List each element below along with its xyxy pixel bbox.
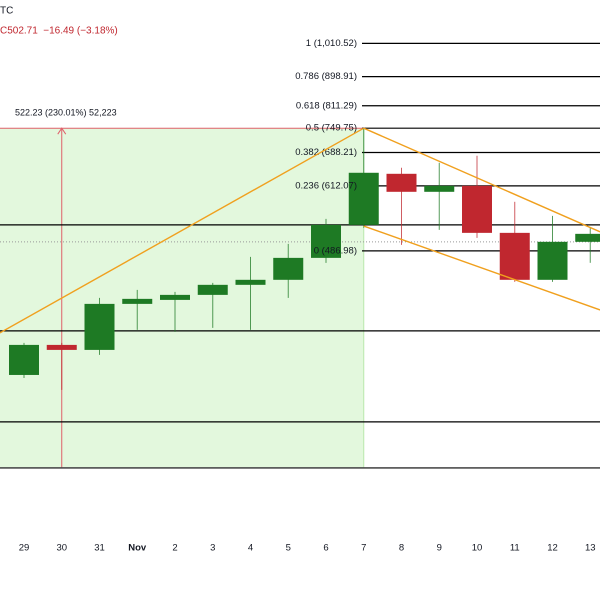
x-tick-label: 2 xyxy=(172,543,177,554)
overlay-layer: 522.23 (230.01%) 52,223 1 (1,010.52) 0.786… xyxy=(0,38,600,554)
x-tick-label: 13 xyxy=(585,543,596,554)
candle-body xyxy=(235,279,266,285)
trendline xyxy=(0,127,365,334)
fib-label: 0.236 (612.07) xyxy=(295,180,357,191)
fib-label: 0 (486.98) xyxy=(314,245,357,256)
candle-body xyxy=(537,241,568,280)
x-tick-label: 10 xyxy=(472,543,483,554)
candle-body xyxy=(311,224,341,258)
measure-arrow-head xyxy=(57,127,67,135)
candle-body xyxy=(9,344,39,375)
x-tick-label: 9 xyxy=(437,543,442,554)
trendline xyxy=(363,225,600,311)
x-tick-label: 29 xyxy=(19,543,30,554)
measure-label: 522.23 (230.01%) 52,223 xyxy=(15,108,117,118)
symbol: TC xyxy=(0,6,13,17)
candle-body xyxy=(499,232,530,280)
candle-layer xyxy=(9,128,600,390)
x-tick-label: 3 xyxy=(210,543,215,554)
fib-label: 1 (1,010.52) xyxy=(306,38,357,49)
x-tick-label: 11 xyxy=(510,543,520,554)
candle-body xyxy=(160,294,190,300)
fib-label: 0.382 (688.21) xyxy=(295,147,357,158)
candle-body xyxy=(348,172,379,225)
candle-body xyxy=(424,185,455,192)
candle-body xyxy=(84,303,115,350)
x-tick-label: Nov xyxy=(128,543,147,554)
fib-label: 0.786 (898.91) xyxy=(295,71,357,82)
candle-body xyxy=(122,298,153,304)
price-change: −16.49 (−3.18%) xyxy=(43,26,118,37)
candle-body xyxy=(575,233,600,242)
x-tick-label: 8 xyxy=(399,543,404,554)
fib-label: 0.618 (811.29) xyxy=(296,100,357,111)
x-tick-label: 31 xyxy=(94,543,105,554)
candle-body xyxy=(462,185,492,233)
x-tick-label: 30 xyxy=(56,543,67,554)
x-tick-label: 7 xyxy=(361,543,366,554)
candle-body xyxy=(46,344,77,350)
x-tick-label: 5 xyxy=(286,543,291,554)
fib-label: 0.5 (749.75) xyxy=(306,123,357,134)
trendline xyxy=(363,127,600,233)
x-tick-label: 6 xyxy=(323,543,328,554)
candle-body xyxy=(197,284,228,295)
candle-body xyxy=(273,257,304,280)
x-tick-label: 12 xyxy=(547,543,558,554)
x-tick-label: 4 xyxy=(248,543,253,554)
last-price: C502.71 xyxy=(0,26,38,37)
level-layer xyxy=(0,42,600,469)
candle-body xyxy=(386,173,417,192)
